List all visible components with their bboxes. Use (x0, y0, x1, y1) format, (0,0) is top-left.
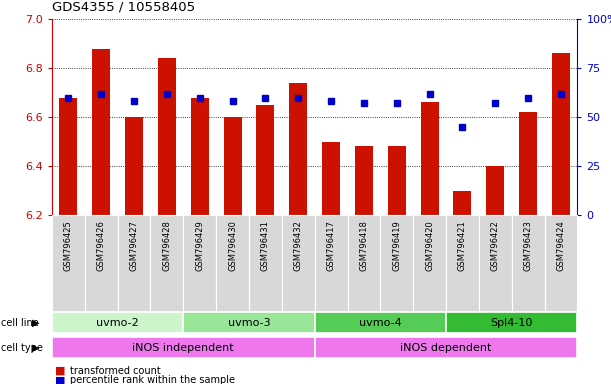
Text: GSM796423: GSM796423 (524, 220, 533, 271)
Text: Spl4-10: Spl4-10 (491, 318, 533, 328)
FancyBboxPatch shape (249, 215, 282, 313)
FancyBboxPatch shape (183, 215, 216, 313)
FancyBboxPatch shape (315, 337, 577, 358)
FancyBboxPatch shape (85, 215, 118, 313)
Text: GSM796432: GSM796432 (294, 220, 302, 271)
Text: GSM796422: GSM796422 (491, 220, 500, 271)
Bar (125, 117, 143, 215)
Text: GSM796425: GSM796425 (64, 220, 73, 271)
FancyBboxPatch shape (282, 215, 315, 313)
Text: GSM796428: GSM796428 (163, 220, 171, 271)
Text: percentile rank within the sample: percentile rank within the sample (70, 375, 235, 384)
Text: GSM796427: GSM796427 (130, 220, 139, 271)
FancyBboxPatch shape (413, 215, 446, 313)
Text: ■: ■ (55, 366, 65, 376)
Text: GSM796417: GSM796417 (327, 220, 335, 271)
FancyBboxPatch shape (348, 215, 381, 313)
Text: GSM796424: GSM796424 (557, 220, 565, 271)
FancyBboxPatch shape (446, 215, 479, 313)
Bar (519, 112, 537, 215)
Bar (59, 98, 78, 215)
Text: ■: ■ (55, 375, 65, 384)
FancyBboxPatch shape (183, 312, 315, 333)
Text: uvmo-4: uvmo-4 (359, 318, 401, 328)
Text: GSM796426: GSM796426 (97, 220, 106, 271)
Text: GSM796419: GSM796419 (392, 220, 401, 271)
Bar (420, 103, 439, 215)
Bar (257, 105, 274, 215)
FancyBboxPatch shape (479, 215, 512, 313)
Bar (191, 98, 209, 215)
Text: GSM796420: GSM796420 (425, 220, 434, 271)
Text: GSM796429: GSM796429 (196, 220, 204, 271)
Text: cell line: cell line (1, 318, 39, 328)
FancyBboxPatch shape (52, 312, 183, 333)
Text: ▶: ▶ (32, 318, 39, 328)
FancyBboxPatch shape (216, 215, 249, 313)
Text: iNOS independent: iNOS independent (133, 343, 234, 353)
FancyBboxPatch shape (150, 215, 183, 313)
FancyBboxPatch shape (381, 215, 413, 313)
Bar (453, 190, 472, 215)
Bar (322, 142, 340, 215)
Text: transformed count: transformed count (70, 366, 161, 376)
Bar (486, 166, 504, 215)
Bar (92, 49, 110, 215)
Text: GDS4355 / 10558405: GDS4355 / 10558405 (52, 0, 195, 13)
Text: uvmo-2: uvmo-2 (97, 318, 139, 328)
FancyBboxPatch shape (315, 312, 446, 333)
Text: GSM796431: GSM796431 (261, 220, 270, 271)
Text: iNOS dependent: iNOS dependent (400, 343, 492, 353)
Text: cell type: cell type (1, 343, 43, 353)
Text: ▶: ▶ (32, 343, 39, 353)
Text: GSM796421: GSM796421 (458, 220, 467, 271)
Bar (388, 147, 406, 215)
Bar (158, 58, 176, 215)
FancyBboxPatch shape (446, 312, 577, 333)
FancyBboxPatch shape (544, 215, 577, 313)
Text: GSM796418: GSM796418 (359, 220, 368, 271)
FancyBboxPatch shape (52, 215, 85, 313)
Bar (552, 53, 570, 215)
FancyBboxPatch shape (118, 215, 150, 313)
Text: uvmo-3: uvmo-3 (228, 318, 270, 328)
FancyBboxPatch shape (315, 215, 348, 313)
Bar (355, 147, 373, 215)
Bar (289, 83, 307, 215)
Text: GSM796430: GSM796430 (228, 220, 237, 271)
FancyBboxPatch shape (512, 215, 544, 313)
FancyBboxPatch shape (52, 337, 315, 358)
Bar (224, 117, 241, 215)
